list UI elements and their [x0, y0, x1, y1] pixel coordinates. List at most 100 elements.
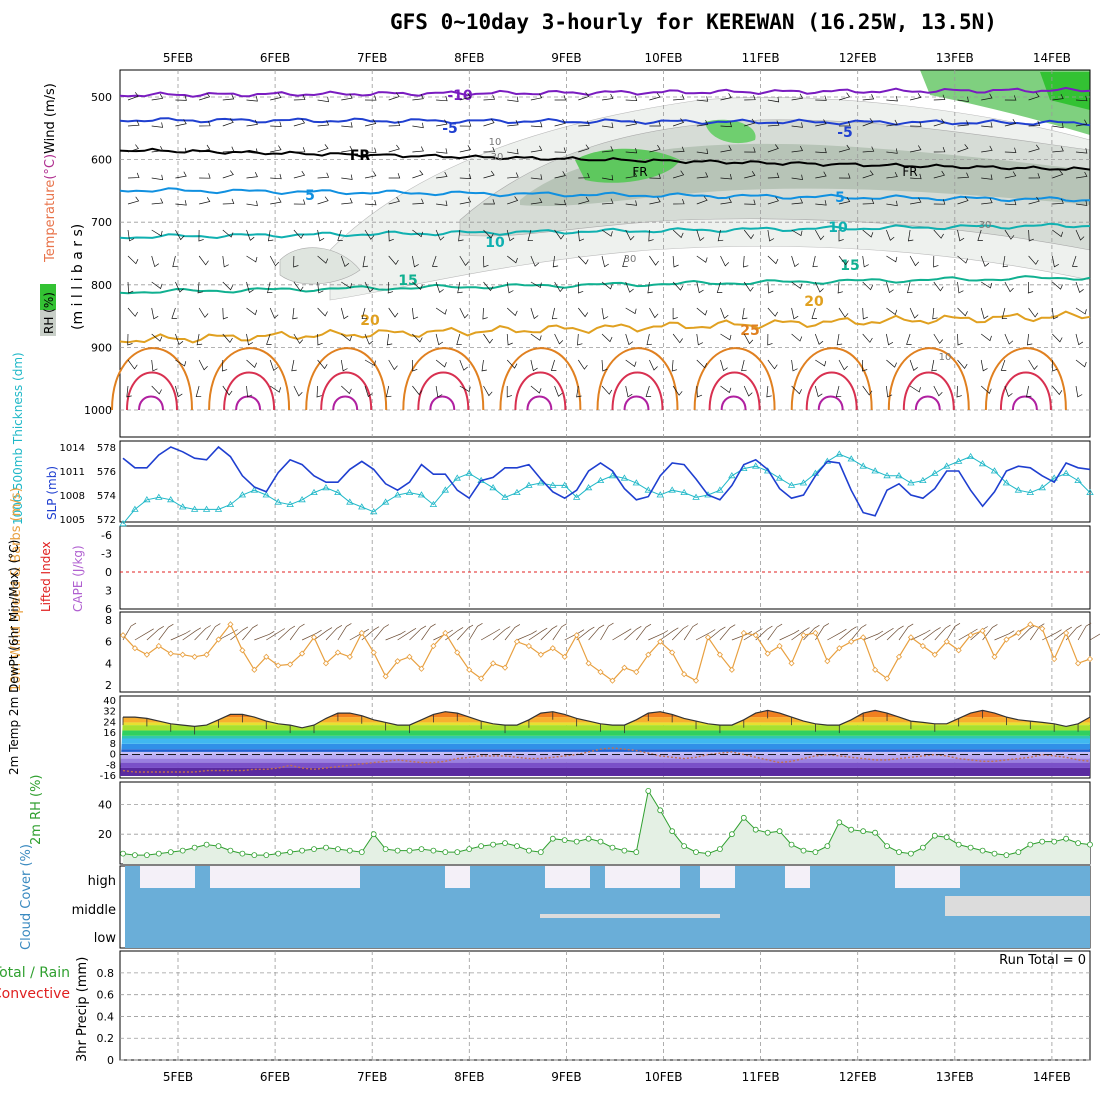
- wind-barb: [767, 359, 778, 370]
- wind-barb: [317, 333, 323, 346]
- wind-barb: [814, 333, 824, 345]
- isotherm-label: -10: [447, 88, 473, 104]
- wind10m-barb: [468, 622, 483, 641]
- wind10m-point: [752, 632, 759, 639]
- wind10m-barb: [827, 628, 847, 641]
- wind-barb: [696, 307, 708, 316]
- wind-barb: [649, 359, 658, 371]
- wind10m-point: [681, 671, 688, 678]
- wind-barb: [671, 359, 678, 372]
- wind-barb: [696, 333, 703, 346]
- thickness-point: [1086, 488, 1094, 495]
- wind-barb: [838, 230, 844, 242]
- wind-barb: [554, 281, 564, 293]
- slp-tick: 1014: [60, 443, 85, 454]
- wind-barb: [601, 93, 614, 101]
- thickness-point: [787, 481, 796, 488]
- wind-barb: [601, 255, 609, 268]
- wind10m-barb: [659, 627, 679, 641]
- wind-barb: [673, 94, 685, 101]
- wind-barb: [1052, 281, 1063, 290]
- wind10m-point: [299, 650, 306, 657]
- rh-contour-label: 30: [979, 220, 992, 231]
- rh2m-point: [323, 844, 329, 851]
- wind-barb: [815, 200, 827, 206]
- wind-barb: [578, 307, 589, 318]
- rh2m-point: [406, 847, 413, 854]
- wind10m-barb: [528, 627, 548, 641]
- wind-barb: [175, 147, 187, 154]
- wind-barb: [293, 199, 306, 205]
- wind-barb: [649, 307, 659, 319]
- wind-barb: [127, 120, 140, 127]
- wind-barb: [151, 333, 163, 342]
- isotherm-35-loop: [526, 395, 553, 411]
- wind-barb: [744, 199, 756, 205]
- temp-band: [120, 730, 1090, 736]
- wind-barb: [862, 170, 874, 179]
- wind-barb: [293, 94, 306, 101]
- rh2m-point: [955, 841, 962, 848]
- wind-barb: [767, 196, 779, 205]
- wind-barb: [412, 229, 424, 238]
- wind-barb: [957, 359, 968, 369]
- isotherm-freezing: [119, 147, 1091, 171]
- wind-barb: [622, 255, 628, 267]
- wind-barb: [199, 120, 211, 127]
- rh2m-point: [740, 814, 747, 821]
- rh2m-point: [717, 846, 723, 852]
- wind10m-barb: [158, 623, 174, 641]
- li-tick: 6: [105, 603, 112, 616]
- wind10m-point: [776, 642, 783, 650]
- wind-barb: [341, 333, 352, 342]
- wind10m-point: [227, 621, 234, 628]
- rh2m-point: [872, 829, 878, 836]
- wind-barb: [530, 281, 542, 289]
- wind-barb: [1075, 119, 1088, 127]
- wind10m-point: [525, 642, 532, 650]
- thickness-point: [704, 491, 712, 498]
- wind-barb: [293, 281, 304, 292]
- rh2m-point: [621, 847, 628, 854]
- wind-barb: [270, 93, 282, 101]
- rh2m-point: [800, 847, 807, 854]
- wind10m-barb: [1018, 625, 1035, 641]
- wind-barb: [483, 333, 493, 344]
- wind-barb: [1051, 307, 1059, 320]
- wind-barb: [506, 386, 513, 398]
- rh2m-point: [609, 844, 616, 851]
- temp-band: [120, 738, 1090, 744]
- wind-barb: [222, 281, 234, 291]
- wind-barb: [530, 145, 543, 153]
- wind-barb: [316, 385, 322, 398]
- wind10m-barb: [397, 627, 417, 641]
- rh2m-point: [143, 852, 150, 858]
- wind-barb: [459, 197, 472, 205]
- wind-barb: [601, 174, 614, 181]
- wind-barb: [291, 359, 297, 372]
- rh2m-point: [514, 843, 520, 849]
- wind-barb: [744, 171, 756, 179]
- wind-barb: [362, 255, 369, 268]
- wind-barb: [649, 144, 661, 153]
- thickness-point: [644, 486, 652, 493]
- wind-barb: [1075, 307, 1087, 315]
- slp-line: [122, 445, 1091, 517]
- wind10m-barb: [373, 624, 389, 641]
- wind-barb: [483, 229, 494, 239]
- wind-tick: 4: [105, 657, 112, 670]
- wind-barb: [483, 281, 494, 292]
- wind10m-point: [692, 677, 700, 684]
- wind-barb: [364, 229, 375, 240]
- wind-barb: [554, 95, 567, 101]
- rh2m-point: [979, 847, 986, 854]
- wind-barb: [151, 174, 164, 181]
- wind-barb: [364, 95, 377, 101]
- isotherm-25-loop: [111, 347, 193, 411]
- wind-barb: [909, 255, 920, 267]
- rh2m-point: [776, 828, 783, 835]
- wind-barb: [151, 145, 164, 153]
- isotherm-label: 15: [398, 273, 417, 289]
- wind10m-point: [478, 675, 485, 682]
- wind10m-barb: [874, 627, 894, 641]
